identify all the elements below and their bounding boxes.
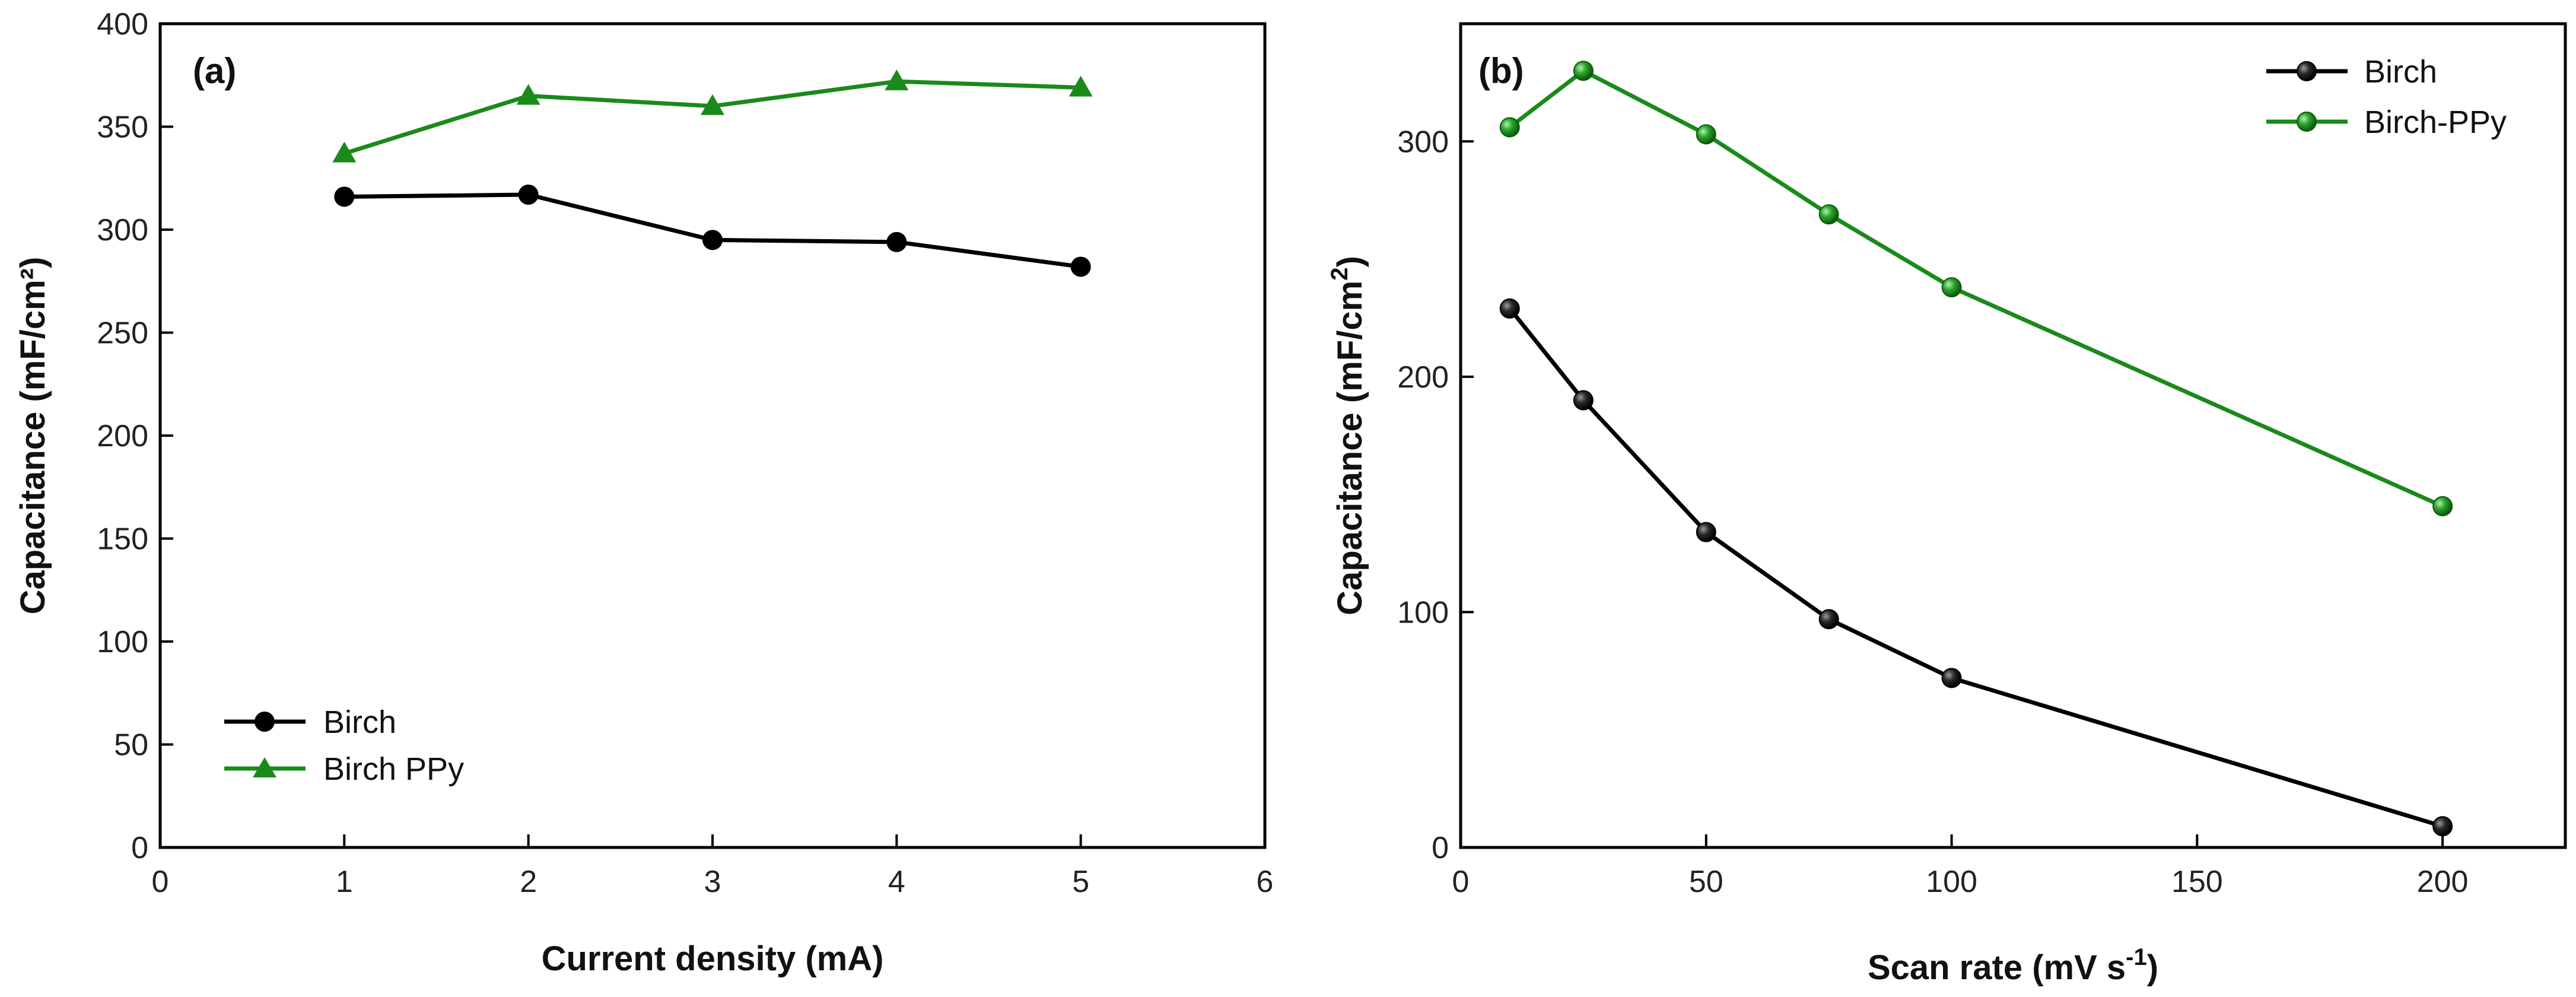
y-tick-label: 350 xyxy=(97,110,148,145)
data-point-birch-a xyxy=(702,230,723,250)
data-point-birch-ppy-b xyxy=(1941,277,1962,298)
data-point-birch-b xyxy=(1696,522,1716,542)
y-tick-label: 300 xyxy=(1397,125,1449,159)
series-line-birch-b xyxy=(1508,307,2444,828)
axis-ticks-b: 0 50 100 150 200 0 100 200 300 xyxy=(1397,125,2468,899)
data-point-birch-ppy-a xyxy=(701,94,724,115)
data-point-birch-ppy-b xyxy=(1499,117,1520,138)
x-tick-label: 2 xyxy=(520,865,537,899)
x-tick-label: 1 xyxy=(336,865,353,899)
series-line-birch-ppy-a xyxy=(344,79,1081,155)
x-tick-label: 5 xyxy=(1072,865,1089,899)
axis-ticks-a: 0 1 2 3 4 5 6 0 50 100 150 200 250 300 350 400 xyxy=(97,7,1273,899)
panel-label-b: (b) xyxy=(1478,51,1524,91)
data-point-birch-ppy-b xyxy=(1818,204,1839,225)
x-axis-title-b-end: ) xyxy=(2147,948,2158,987)
x-tick-label: 200 xyxy=(2417,865,2469,899)
series-group-a xyxy=(332,69,1093,277)
data-point-birch-ppy-a xyxy=(1068,75,1093,97)
data-point-birch-a xyxy=(886,231,907,252)
y-axis-title-b: Capacitance (mF/cm2) xyxy=(1327,256,1369,615)
y-tick-label: 100 xyxy=(1397,595,1449,630)
y-tick-label: 400 xyxy=(97,7,148,42)
plot-frame-b xyxy=(1459,22,2567,849)
legend-marker-birch-ppy-a xyxy=(253,757,276,777)
data-point-birch-ppy-b xyxy=(1573,61,1594,81)
y-axis-title-a: Capacitance (mF/cm²) xyxy=(14,257,52,615)
legend-label-birch-ppy-b: Birch-PPy xyxy=(2364,104,2507,140)
x-tick-label: 50 xyxy=(1689,865,1723,899)
legend-b: Birch Birch-PPy xyxy=(2266,54,2507,140)
y-tick-label: 100 xyxy=(97,625,148,659)
y-tick-label: 150 xyxy=(97,522,148,557)
x-tick-label: 0 xyxy=(152,865,169,899)
legend-label-birch-ppy-a: Birch PPy xyxy=(323,751,464,787)
data-point-birch-b xyxy=(1941,668,1962,688)
x-tick-label: 4 xyxy=(888,865,905,899)
y-tick-label: 200 xyxy=(97,419,148,453)
y-tick-label: 250 xyxy=(97,316,148,351)
legend-marker-birch-ppy-b xyxy=(2297,112,2317,132)
x-tick-label: 100 xyxy=(1926,865,1977,899)
data-point-birch-ppy-b xyxy=(2432,496,2453,516)
y-tick-label: 0 xyxy=(131,831,148,865)
legend-label-birch-a: Birch xyxy=(323,704,396,740)
x-tick-label: 0 xyxy=(1452,865,1470,899)
x-axis-title-a: Current density (mA) xyxy=(542,939,884,978)
y-tick-label: 0 xyxy=(1432,831,1449,865)
x-tick-label: 6 xyxy=(1257,865,1274,899)
legend-label-birch-b: Birch xyxy=(2364,54,2437,90)
data-point-birch-a xyxy=(1070,256,1091,277)
data-point-birch-ppy-a xyxy=(885,69,909,91)
x-axis-title-b-main: Scan rate (mV s xyxy=(1868,948,2126,987)
chart-panel-b: 0 50 100 150 200 0 100 200 300 (b) Scan rate (mV… xyxy=(1327,22,2567,987)
y-axis-title-b-main: Capacitance (mF/cm xyxy=(1331,281,1369,615)
data-point-birch-b xyxy=(1818,609,1839,630)
data-point-birch-a xyxy=(334,186,355,207)
y-tick-label: 50 xyxy=(114,728,148,763)
x-axis-title-b: Scan rate (mV s-1) xyxy=(1868,944,2158,987)
data-point-birch-ppy-a xyxy=(516,84,540,105)
y-tick-label: 300 xyxy=(97,213,148,247)
x-tick-label: 3 xyxy=(704,865,721,899)
x-axis-title-b-sup: -1 xyxy=(2126,944,2147,970)
y-axis-title-b-sup: 2 xyxy=(1327,267,1353,280)
legend-marker-birch-a xyxy=(255,712,275,732)
data-point-birch-b xyxy=(1573,390,1594,411)
data-point-birch-ppy-b xyxy=(1696,124,1716,145)
panel-label-a: (a) xyxy=(193,51,236,91)
series-line-birch-ppy-b xyxy=(1508,68,2444,509)
series-group-b xyxy=(1499,61,2453,837)
data-point-birch-ppy-a xyxy=(332,141,357,163)
chart-panel-a: 0 1 2 3 4 5 6 0 50 100 150 200 250 300 350 400 (a) Curr… xyxy=(14,7,1273,978)
data-point-birch-a xyxy=(518,185,539,205)
data-point-birch-b xyxy=(1499,298,1520,319)
y-tick-label: 200 xyxy=(1397,360,1449,395)
y-axis-title-b-end: ) xyxy=(1331,256,1369,267)
data-point-birch-b xyxy=(2432,816,2453,837)
x-tick-label: 150 xyxy=(2171,865,2223,899)
legend-marker-birch-b xyxy=(2297,61,2317,81)
legend-a: Birch Birch PPy xyxy=(224,704,464,787)
